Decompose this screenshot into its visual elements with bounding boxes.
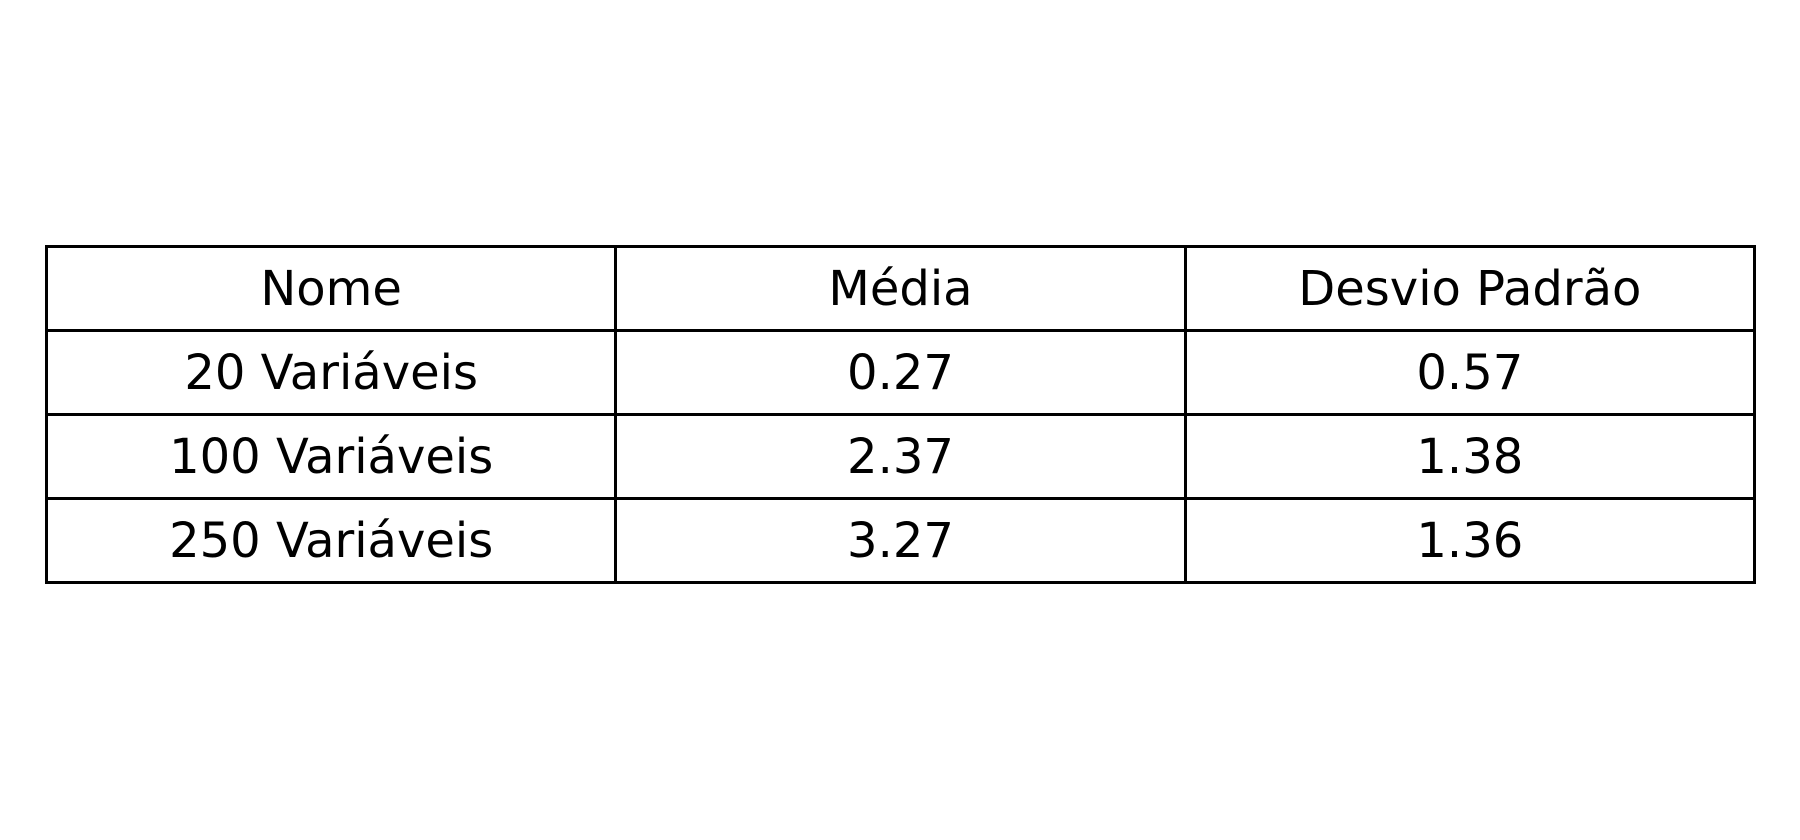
table-cell: 2.37 [614, 413, 1187, 500]
table-row: 250 Variáveis 3.27 1.36 [44, 497, 1757, 584]
data-table: Nome Média Desvio Padrão 20 Variáveis 0.… [44, 245, 1757, 584]
header-cell-nome: Nome [44, 245, 618, 332]
table-cell: 1.38 [1183, 413, 1757, 500]
table-cell: 0.27 [614, 329, 1187, 416]
table-cell: 3.27 [614, 497, 1187, 584]
table-cell: 250 Variáveis [44, 497, 618, 584]
table-cell: 1.36 [1183, 497, 1757, 584]
table-row: 100 Variáveis 2.37 1.38 [44, 413, 1757, 500]
table-cell: 20 Variáveis [44, 329, 618, 416]
table-cell: 100 Variáveis [44, 413, 618, 500]
data-table-container: Nome Média Desvio Padrão 20 Variáveis 0.… [44, 245, 1757, 584]
table-row: 20 Variáveis 0.27 0.57 [44, 329, 1757, 416]
table-cell: 0.57 [1183, 329, 1757, 416]
header-cell-media: Média [614, 245, 1187, 332]
header-cell-desvio-padrao: Desvio Padrão [1183, 245, 1757, 332]
table-header-row: Nome Média Desvio Padrão [44, 245, 1757, 332]
